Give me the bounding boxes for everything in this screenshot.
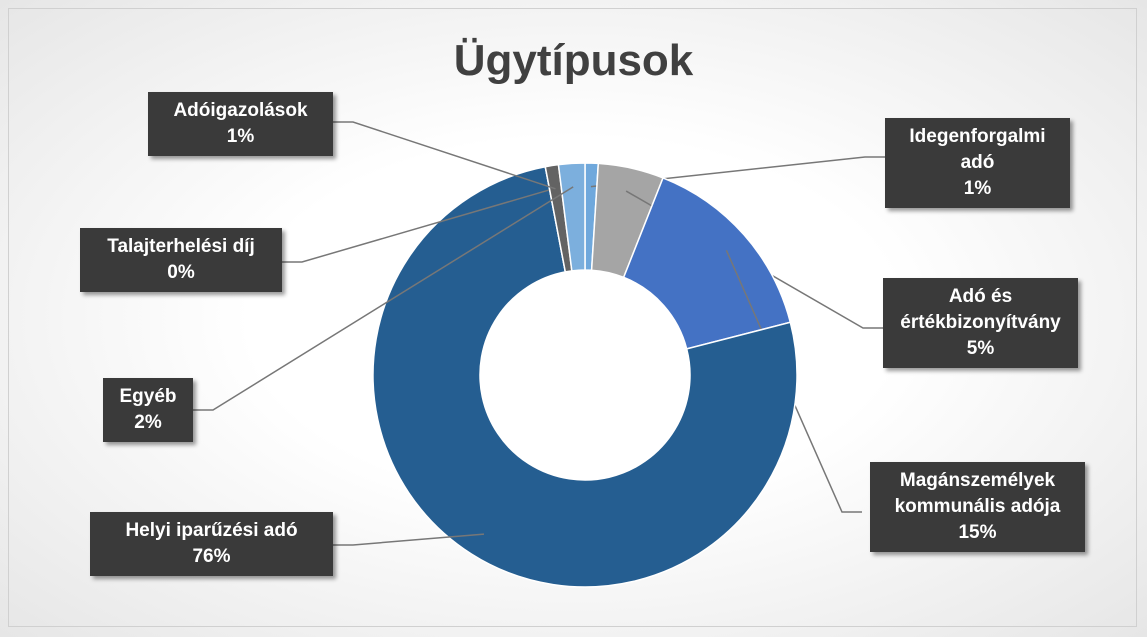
leader-line <box>333 121 556 190</box>
data-label: Egyéb 2% <box>103 378 193 442</box>
leader-line <box>590 156 885 188</box>
data-label: Magánszemélyek kommunális adója 15% <box>870 462 1085 552</box>
data-label-name: Idegenforgalmi adó <box>909 126 1046 173</box>
data-label-value: 1% <box>963 178 992 199</box>
data-label: Idegenforgalmi adó 1% <box>885 118 1070 208</box>
donut-slice <box>557 162 586 272</box>
leader-line <box>282 189 550 263</box>
leader-line <box>193 186 574 411</box>
data-label-value: 15% <box>958 522 997 543</box>
data-label: Adóigazolások 1% <box>148 92 333 156</box>
data-label: Talajterhelési díj 0% <box>80 228 282 292</box>
chart-frame <box>8 8 1137 627</box>
donut-slice <box>622 176 792 350</box>
data-label-name: Egyéb <box>119 386 177 407</box>
data-label-name: Helyi iparűzési adó <box>125 520 298 541</box>
donut-slice <box>372 165 798 588</box>
data-label: Adó és értékbizonyítvány 5% <box>883 278 1078 368</box>
data-label-value: 1% <box>226 126 255 147</box>
data-label-value: 0% <box>167 262 195 283</box>
data-label-value: 5% <box>966 338 995 359</box>
data-label-name: Magánszemélyek kommunális adója <box>894 470 1061 517</box>
data-label-name: Adóigazolások <box>173 100 308 121</box>
data-label-name: Adó és értékbizonyítvány <box>900 286 1061 333</box>
data-label: Helyi iparűzési adó 76% <box>90 512 333 576</box>
data-label-name: Talajterhelési díj <box>107 236 255 257</box>
chart-title: Ügytípusok <box>453 36 694 85</box>
data-label-value: 2% <box>134 412 162 433</box>
leader-line <box>333 533 485 546</box>
data-label-value: 76% <box>192 546 231 567</box>
